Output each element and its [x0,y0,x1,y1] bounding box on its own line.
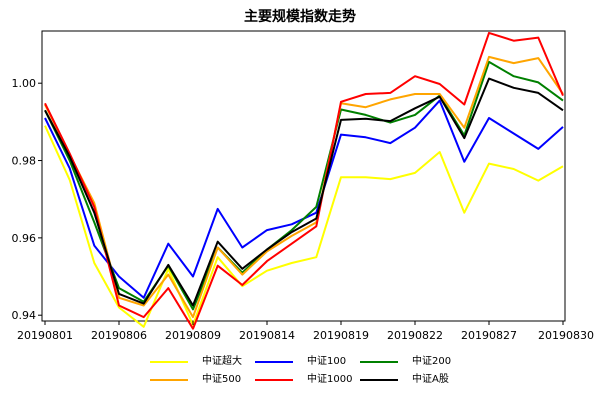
x-tick-label: 20190806 [91,329,147,342]
axis-layer: 0.94 0.96 0.98 1.00 20190801 20190806 20190809… [12,77,595,342]
plot-area-frame [41,30,566,322]
series-line-1 [44,125,564,328]
legend-item: 中证1000 [255,373,360,387]
legend-item: 中证A股 [360,373,465,387]
series-line-3 [44,60,564,311]
legend-swatch [360,379,398,381]
legend-item: 中证100 [255,355,360,369]
legend-swatch [360,361,398,363]
x-tick-label: 20190809 [165,329,221,342]
legend-swatch [150,361,188,363]
series-line-4 [44,55,564,319]
series-layer [44,31,564,330]
chart-title: 主要规模指数走势 [244,9,356,25]
legend-label: 中证100 [307,356,347,367]
legend-label: 中证A股 [412,374,449,385]
legend-label: 中证500 [202,374,242,385]
x-tick-label: 20190830 [538,329,594,342]
legend-item: 中证超大 [150,355,255,369]
series-line-6 [44,77,564,307]
legend-swatch [255,361,293,363]
x-tick-label: 20190801 [17,329,73,342]
legend-label: 中证200 [412,356,452,367]
y-tick-label: 1.00 [12,77,37,90]
x-tick-label: 20190814 [239,329,295,342]
legend-label: 中证超大 [202,356,242,367]
x-tick-label: 20190819 [313,329,369,342]
series-line-5 [44,31,564,330]
legend-swatch [255,379,293,381]
x-tick-label: 20190822 [387,329,443,342]
y-tick-label: 0.96 [12,232,37,245]
legend-swatch [150,379,188,381]
y-tick-label: 0.98 [12,155,37,168]
legend-item: 中证500 [150,373,255,387]
legend-label: 中证1000 [307,374,353,385]
series-line-2 [44,99,564,299]
y-tick-label: 0.94 [12,309,37,322]
legend-item: 中证200 [360,355,465,369]
x-tick-label: 20190827 [461,329,517,342]
